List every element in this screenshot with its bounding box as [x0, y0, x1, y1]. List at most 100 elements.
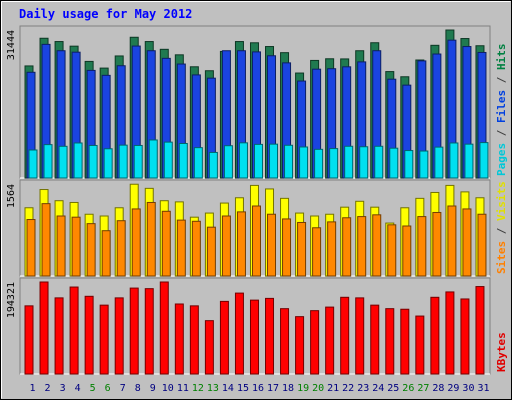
- bar-sites: [146, 201, 156, 277]
- bar-sites: [176, 219, 186, 277]
- panel-legend: KBytes: [495, 332, 508, 372]
- bar-pages: [103, 148, 113, 179]
- bar-sites: [236, 211, 246, 277]
- legend-label: Pages: [495, 143, 508, 176]
- legend-label: Visits: [495, 181, 508, 221]
- bar-pages: [28, 149, 38, 179]
- x-tick-label: 19: [297, 383, 309, 394]
- bar-kbytes: [234, 292, 244, 375]
- bar-kbytes: [249, 299, 259, 375]
- x-tick-label: 20: [312, 383, 324, 394]
- bar-pages: [73, 142, 83, 179]
- panel-legend: Sites / Visits: [495, 181, 508, 274]
- bar-sites: [71, 216, 81, 277]
- x-tick-label: 2: [45, 383, 51, 394]
- x-tick-label: 17: [267, 383, 279, 394]
- x-tick-label: 24: [372, 383, 384, 394]
- bar-pages: [434, 146, 444, 179]
- x-axis-tick-labels: 1 2 3 4 5 6 7 8 9 10 11 12 13 14 15 16 17 18 19 20 21 22 23 24 2…: [30, 383, 490, 394]
- bar-kbytes: [430, 296, 440, 375]
- bar-sites: [26, 219, 36, 277]
- x-tick-label: 14: [222, 383, 234, 394]
- panel-max-label: 1564: [6, 184, 17, 208]
- legend-label: KBytes: [495, 332, 508, 372]
- x-tick-label: 26: [402, 383, 414, 394]
- x-tick-label: 10: [162, 383, 174, 394]
- bar-sites: [191, 220, 201, 277]
- legend-label: /: [495, 70, 508, 90]
- x-tick-label: 21: [327, 383, 339, 394]
- bar-sites: [297, 221, 307, 277]
- bar-pages: [148, 139, 158, 179]
- bar-sites: [116, 220, 126, 277]
- bar-sites: [101, 230, 111, 277]
- bar-kbytes: [265, 297, 275, 375]
- bar-pages: [43, 144, 53, 179]
- bar-sites: [462, 208, 472, 277]
- x-tick-label: 12: [192, 383, 204, 394]
- bar-kbytes: [114, 297, 124, 375]
- series-files: [26, 39, 487, 179]
- x-tick-label: 8: [135, 383, 141, 394]
- x-tick-label: 5: [90, 383, 96, 394]
- bar-pages: [359, 146, 369, 179]
- panel-max-label: 194321: [6, 282, 17, 318]
- bar-kbytes: [400, 308, 410, 375]
- bar-sites: [161, 210, 171, 277]
- bar-pages: [419, 150, 429, 179]
- panel-legend: Pages / Files / Hits: [495, 44, 508, 177]
- bar-sites: [327, 221, 337, 277]
- bar-pages: [389, 147, 399, 179]
- bar-kbytes: [460, 298, 470, 375]
- bar-pages: [299, 146, 309, 179]
- bar-pages: [284, 144, 294, 179]
- chart-panels: 31444 Pages / Files / Hits 1564 Sites / Vis…: [6, 25, 508, 375]
- x-tick-label: 18: [282, 383, 294, 394]
- bar-sites: [387, 224, 397, 277]
- bar-kbytes: [219, 300, 229, 375]
- x-tick-label: 6: [105, 383, 111, 394]
- bar-kbytes: [54, 297, 64, 375]
- panel-max-label: 31444: [6, 30, 17, 60]
- bar-pages: [208, 151, 218, 179]
- bar-pages: [269, 143, 279, 179]
- panel-kbytes: 194321 KBytes: [6, 277, 508, 375]
- bar-pages: [178, 142, 188, 179]
- bar-kbytes: [355, 297, 365, 375]
- legend-label: Files: [495, 90, 508, 123]
- x-tick-label: 27: [417, 383, 429, 394]
- bar-sites: [267, 213, 277, 277]
- bar-pages: [479, 142, 489, 179]
- bar-sites: [131, 208, 141, 277]
- legend-label: /: [495, 221, 508, 241]
- bar-pages: [193, 147, 203, 179]
- x-tick-label: 11: [177, 383, 189, 394]
- bar-kbytes: [144, 288, 154, 375]
- bar-sites: [312, 227, 322, 277]
- bar-kbytes: [475, 286, 485, 375]
- x-tick-label: 1: [30, 383, 36, 394]
- series-pages: [28, 139, 489, 179]
- bar-kbytes: [24, 305, 34, 375]
- bar-pages: [344, 145, 354, 179]
- x-tick-label: 30: [462, 383, 474, 394]
- bar-kbytes: [69, 286, 79, 375]
- bar-pages: [374, 145, 384, 179]
- bar-pages: [88, 144, 98, 179]
- x-tick-label: 4: [75, 383, 81, 394]
- bar-pages: [314, 148, 324, 179]
- bar-kbytes: [99, 304, 109, 375]
- legend-label: Hits: [495, 44, 508, 71]
- x-tick-label: 22: [342, 383, 354, 394]
- bar-sites: [41, 203, 51, 277]
- bar-sites: [206, 226, 216, 277]
- bar-sites: [357, 216, 367, 277]
- x-tick-label: 31: [477, 383, 489, 394]
- bar-sites: [432, 211, 442, 277]
- bar-pages: [223, 145, 233, 179]
- x-tick-label: 7: [120, 383, 126, 394]
- x-tick-label: 15: [237, 383, 249, 394]
- x-tick-label: 9: [150, 383, 156, 394]
- bar-sites: [282, 218, 292, 277]
